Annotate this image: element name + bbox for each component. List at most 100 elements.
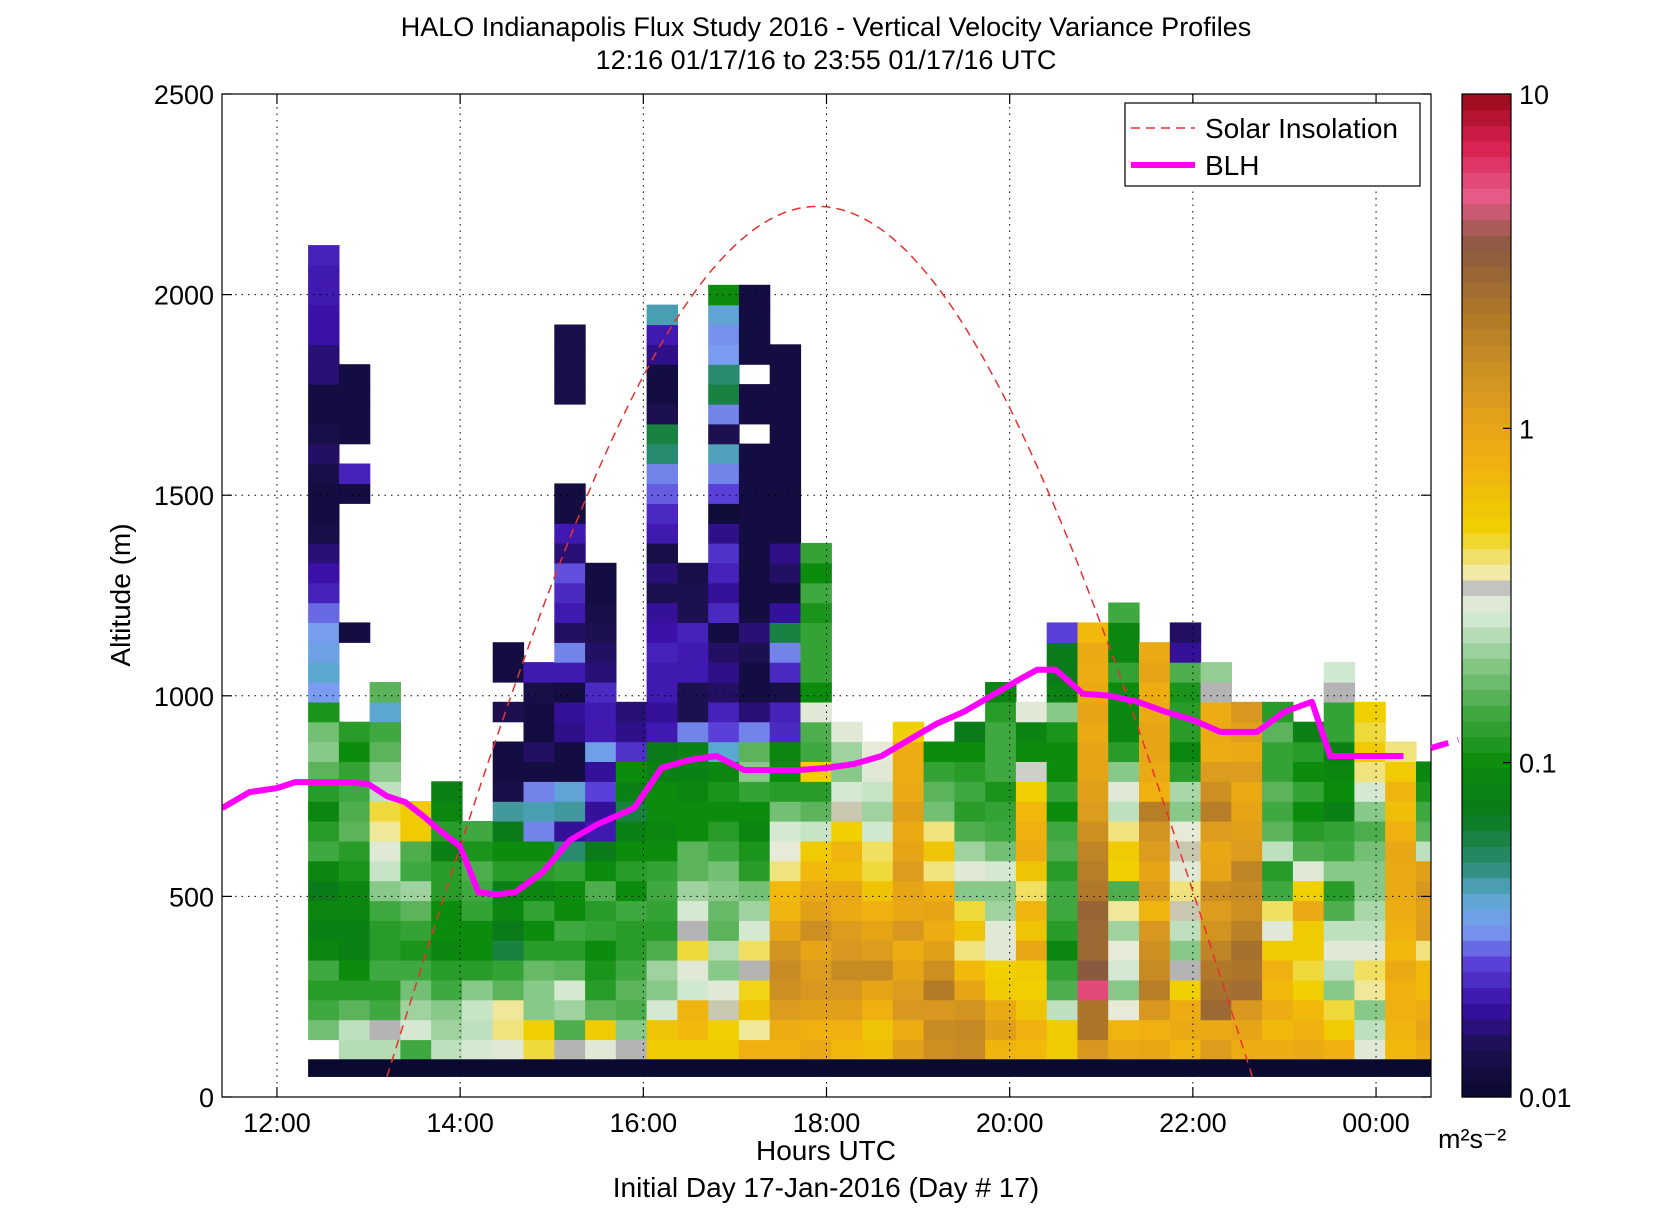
colorbar-band <box>1462 235 1511 252</box>
heatmap-cell <box>923 900 955 921</box>
heatmap-cell <box>585 880 617 902</box>
heatmap-cell <box>1323 1039 1356 1060</box>
heatmap-cell <box>615 900 648 921</box>
heatmap-cell <box>1139 781 1171 802</box>
heatmap-cell <box>1139 821 1171 842</box>
y-tick-label: 0 <box>199 1083 214 1113</box>
heatmap-cell <box>769 463 802 484</box>
heatmap-cell <box>1231 979 1263 1001</box>
heatmap-cell <box>1262 940 1294 961</box>
heatmap-cell <box>738 1019 771 1041</box>
colorbar-bands <box>1462 94 1511 1098</box>
heatmap-cell <box>1139 741 1171 762</box>
heatmap-cell <box>646 622 678 643</box>
heatmap-cell <box>554 582 586 604</box>
colorbar-band <box>1462 1003 1511 1020</box>
heatmap-cell <box>800 662 832 683</box>
heatmap-cell <box>431 900 463 921</box>
heatmap-cell <box>1108 860 1140 882</box>
heatmap-cell <box>1077 979 1109 1001</box>
colorbar-band <box>1462 532 1511 550</box>
heatmap-cell <box>369 721 401 743</box>
heatmap-cell <box>985 701 1017 723</box>
heatmap-cell <box>1046 821 1079 842</box>
heatmap-cell <box>308 463 340 484</box>
heatmap-cell <box>1108 662 1140 683</box>
heatmap-cell <box>1292 801 1325 822</box>
heatmap-cell <box>800 622 832 643</box>
heatmap-cell <box>1323 840 1356 862</box>
heatmap-cell <box>1354 920 1386 941</box>
heatmap-cell <box>554 483 586 504</box>
heatmap-cell <box>769 721 802 743</box>
heatmap-cell <box>708 900 740 921</box>
heatmap-cell <box>1200 880 1232 902</box>
colorbar-band <box>1462 1050 1511 1067</box>
heatmap-cell <box>1200 821 1232 842</box>
heatmap-cell <box>523 781 555 802</box>
heatmap-cell <box>769 403 802 425</box>
heatmap-cell <box>1292 860 1325 882</box>
heatmap-cell <box>1262 1019 1294 1041</box>
heatmap-cell <box>554 880 586 902</box>
heatmap-cell <box>1385 1019 1417 1041</box>
heatmap-cell <box>1385 860 1417 882</box>
heatmap-cell <box>1354 701 1386 723</box>
heatmap-cell <box>462 979 494 1001</box>
heatmap-cell <box>831 721 863 743</box>
colorbar-band <box>1462 1065 1511 1082</box>
colorbar-band <box>1462 987 1511 1004</box>
heatmap-cell <box>492 900 525 921</box>
heatmap-cell <box>1108 741 1140 762</box>
heatmap-cell <box>769 562 802 584</box>
heatmap-cell <box>585 979 617 1001</box>
blh-line <box>222 666 1404 898</box>
heatmap-cell <box>308 960 340 981</box>
heatmap-cell <box>1292 979 1325 1001</box>
heatmap-cell <box>769 781 802 802</box>
heatmap-cell <box>1077 622 1109 643</box>
heatmap-cell <box>769 582 802 604</box>
heatmap-cell <box>708 642 740 663</box>
heatmap-cell <box>1046 920 1079 941</box>
heatmap-cell <box>308 781 340 802</box>
heatmap-cell <box>708 940 740 961</box>
heatmap-cell <box>492 920 525 941</box>
heatmap-cell <box>862 880 894 902</box>
heatmap-cell <box>369 960 401 981</box>
heatmap-cell <box>1354 1019 1386 1041</box>
heatmap-cell <box>400 880 432 902</box>
heatmap-cell <box>985 840 1017 862</box>
heatmap-cell <box>1231 1019 1263 1041</box>
heatmap-cell <box>677 960 709 981</box>
heatmap-cell <box>338 960 371 981</box>
heatmap-cell <box>1262 741 1294 762</box>
heatmap-cell <box>738 940 771 961</box>
heatmap-cell <box>1046 979 1079 1001</box>
heatmap-cell <box>738 324 771 345</box>
heatmap-cell <box>1416 960 1431 981</box>
heatmap-cell <box>554 979 586 1001</box>
heatmap-cell <box>554 860 586 882</box>
heatmap-cell <box>800 741 832 762</box>
heatmap-cell <box>1015 801 1048 822</box>
heatmap-cell <box>615 979 648 1001</box>
heatmap-cell <box>1231 940 1263 961</box>
heatmap-cell <box>923 840 955 862</box>
heatmap-cell <box>677 562 709 584</box>
plot-area <box>221 93 1432 1098</box>
heatmap-cell <box>523 979 555 1001</box>
heatmap-cell <box>1292 840 1325 862</box>
legend-box <box>1124 102 1421 187</box>
heatmap-cell <box>585 960 617 981</box>
heatmap-cell <box>1323 940 1356 961</box>
heatmap-cell <box>708 483 740 504</box>
heatmap-cell <box>1077 860 1109 882</box>
heatmap-cell <box>338 761 371 782</box>
heatmap-cell <box>308 344 340 365</box>
heatmap-cell <box>308 304 340 326</box>
heatmap-cell <box>1262 960 1294 981</box>
heatmap-cell <box>708 999 740 1021</box>
heatmap-cell <box>1354 999 1386 1021</box>
heatmap-cell <box>646 701 678 723</box>
